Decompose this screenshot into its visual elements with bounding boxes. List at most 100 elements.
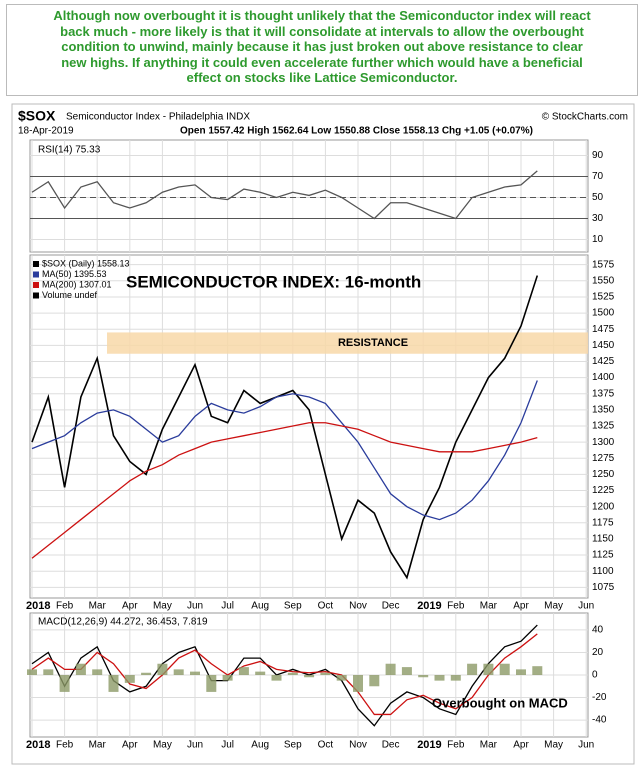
x-tick-label: 2019: [417, 600, 441, 612]
y-tick-label: 1425: [592, 356, 615, 367]
legend-swatch: [33, 292, 39, 299]
y-tick-label: 20: [592, 647, 604, 658]
histogram-bar: [108, 675, 119, 692]
y-tick-label: 40: [592, 625, 604, 636]
histogram-bar: [255, 671, 266, 675]
histogram-bar: [450, 675, 461, 681]
y-tick-label: 1475: [592, 324, 615, 335]
series-line: [31, 170, 538, 220]
credit: © StockCharts.com: [542, 112, 628, 123]
histogram-bar: [287, 672, 298, 675]
histogram-bar: [75, 663, 86, 675]
histogram-bar: [304, 675, 315, 678]
y-tick-label: 0: [592, 670, 598, 681]
x-tick-label: Feb: [56, 601, 74, 612]
date: 18-Apr-2019: [18, 126, 74, 137]
y-tick-label: 1450: [592, 340, 615, 351]
x-tick-label: Jul: [221, 601, 234, 612]
x-tick-label: Mar: [89, 601, 107, 612]
x-tick-label: Sep: [284, 601, 302, 612]
histogram-bar: [320, 672, 331, 675]
x-tick-label: 2018: [26, 739, 50, 751]
histogram-bar: [124, 675, 135, 683]
x-tick-label: May: [153, 601, 172, 612]
x-tick-label: Apr: [122, 601, 138, 612]
legend-swatch: [33, 271, 39, 278]
x-tick-label: Aug: [251, 740, 269, 751]
y-tick-label: 1300: [592, 437, 615, 448]
x-tick-label: Jun: [187, 601, 203, 612]
x-tick-label: Jun: [187, 740, 203, 751]
histogram-bar: [353, 675, 363, 692]
histogram-bar: [401, 667, 412, 675]
legend-swatch: [33, 282, 39, 288]
y-tick-label: 1575: [592, 259, 615, 270]
histogram-bar: [467, 663, 478, 675]
x-tick-label: Feb: [56, 740, 74, 751]
y-tick-label: 1075: [592, 582, 615, 593]
y-tick-label: 1225: [592, 485, 615, 496]
histogram-bar: [369, 675, 380, 687]
note-line: effect on stocks like Lattice Semiconduc…: [186, 70, 458, 85]
series-line: [31, 422, 538, 559]
chart-title: SEMICONDUCTOR INDEX: 16-month: [126, 272, 421, 291]
histogram-bar: [43, 669, 54, 675]
y-tick-label: 1200: [592, 501, 615, 512]
histogram-bar: [173, 669, 184, 675]
note-line: new highs. If anything it could even acc…: [61, 54, 583, 70]
histogram-bar: [336, 675, 347, 681]
y-tick-label: 10: [592, 234, 604, 245]
x-tick-label: Oct: [318, 740, 334, 751]
y-tick-label: 1550: [592, 275, 615, 286]
x-tick-label: Apr: [513, 740, 529, 751]
histogram-bar: [434, 675, 445, 681]
histogram-bar: [516, 669, 526, 675]
commentary: Although now overbought it is thought un…: [6, 4, 638, 96]
histogram-bar: [190, 671, 200, 675]
series-line: [31, 380, 538, 521]
quote: Open 1557.42 High 1562.64 Low 1550.88 Cl…: [180, 126, 533, 137]
y-tick-label: 1250: [592, 469, 615, 480]
y-tick-label: 1400: [592, 372, 615, 383]
symbol: $SOX: [18, 108, 56, 124]
note-line: back much - more likely is that it will …: [60, 23, 584, 39]
x-tick-label: Mar: [89, 740, 107, 751]
legend-entry: MA(200) 1307.01: [42, 279, 112, 289]
histogram-bar: [141, 672, 152, 675]
histogram-bar: [418, 675, 429, 678]
y-tick-label: 1125: [592, 550, 614, 561]
x-tick-label: Aug: [251, 601, 269, 612]
histogram-bar: [532, 666, 543, 675]
x-tick-label: Mar: [480, 601, 498, 612]
x-tick-label: Apr: [513, 601, 529, 612]
y-tick-label: 50: [592, 192, 604, 203]
y-tick-label: -40: [592, 715, 607, 726]
y-tick-label: -20: [592, 692, 607, 703]
y-tick-label: 1275: [592, 453, 615, 464]
y-tick-label: 30: [592, 213, 604, 224]
series-line: [31, 275, 539, 580]
x-tick-label: Sep: [284, 740, 302, 751]
macd-annotation: Overbought on MACD: [432, 695, 568, 710]
macd-legend: MACD(12,26,9) 44.272, 36.453, 7.819: [38, 617, 208, 628]
x-tick-label: 2018: [26, 600, 50, 612]
x-tick-label: Nov: [349, 601, 367, 612]
x-tick-label: Mar: [480, 740, 498, 751]
legend-entry: $SOX (Daily) 1558.13: [42, 258, 130, 268]
x-tick-label: 2019: [417, 739, 441, 751]
note-line: condition to unwind, mainly because it h…: [61, 39, 583, 54]
x-tick-label: Jun: [578, 601, 594, 612]
x-tick-label: Feb: [447, 601, 465, 612]
y-tick-label: 1350: [592, 405, 615, 416]
histogram-bar: [59, 675, 70, 692]
histogram-bar: [499, 663, 510, 675]
y-tick-label: 90: [592, 150, 604, 161]
histogram-bar: [238, 667, 249, 675]
description: Semiconductor Index - Philadelphia INDX: [66, 112, 250, 123]
resistance-label: RESISTANCE: [338, 337, 408, 349]
y-tick-label: 1150: [592, 534, 614, 545]
histogram-bar: [271, 675, 282, 681]
y-tick-label: 1525: [592, 292, 615, 303]
